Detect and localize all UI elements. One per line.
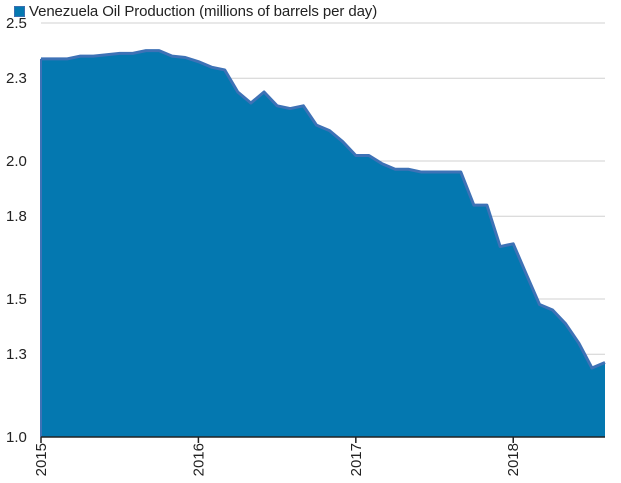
legend-swatch <box>14 6 25 17</box>
x-tick-labels: 2015 2016 2017 2018 <box>33 443 522 476</box>
area-series <box>40 49 606 437</box>
x-tick-label: 2017 <box>348 443 365 476</box>
legend: Venezuela Oil Production (millions of ba… <box>14 3 377 20</box>
area-fill <box>41 50 605 437</box>
y-tick-label: 1.5 <box>6 291 27 308</box>
series-line <box>41 49 606 370</box>
x-tick-label: 2015 <box>33 443 50 476</box>
y-tick-labels: 1.0 1.3 1.5 1.8 2.0 2.3 2.5 <box>6 15 27 446</box>
y-tick-label: 1.0 <box>6 429 27 446</box>
x-tick-label: 2016 <box>190 443 207 476</box>
legend-label: Venezuela Oil Production (millions of ba… <box>29 3 378 20</box>
y-tick-label: 2.0 <box>6 153 27 170</box>
y-tick-label: 2.5 <box>6 15 27 32</box>
y-tick-label: 1.8 <box>6 208 27 225</box>
axes <box>40 436 605 443</box>
y-tick-label: 1.3 <box>6 346 27 363</box>
y-tick-label: 2.3 <box>6 70 27 87</box>
x-tick-label: 2018 <box>505 443 522 476</box>
